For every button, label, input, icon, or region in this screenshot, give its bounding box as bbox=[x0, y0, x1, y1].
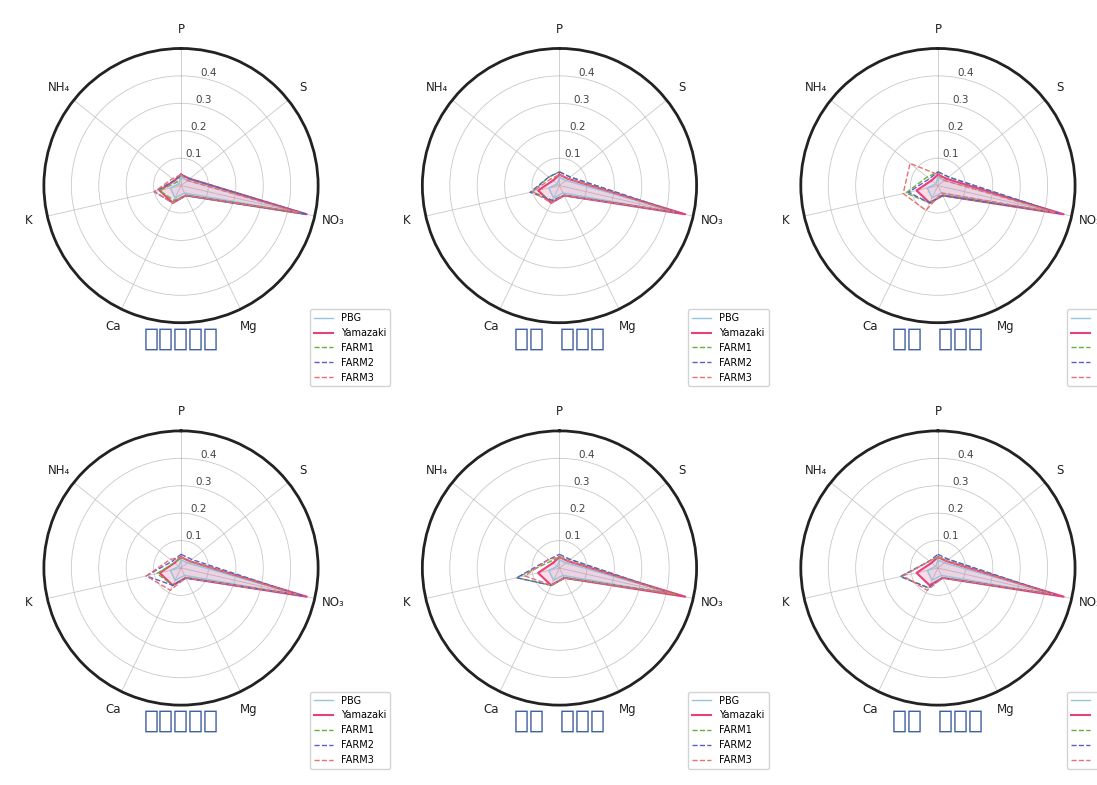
Legend: PBG, Yamazaki, FARM1, FARM2, FARM3: PBG, Yamazaki, FARM1, FARM2, FARM3 bbox=[1066, 692, 1097, 769]
Polygon shape bbox=[160, 174, 307, 214]
Text: 영양생장기: 영양생장기 bbox=[144, 327, 218, 351]
Polygon shape bbox=[927, 560, 1064, 597]
Text: 과실  비대기: 과실 비대기 bbox=[514, 709, 604, 733]
Text: 영양생장기: 영양생장기 bbox=[144, 709, 218, 733]
Text: 과실  성숙기: 과실 성숙기 bbox=[893, 709, 983, 733]
Legend: PBG, Yamazaki, FARM1, FARM2, FARM3: PBG, Yamazaki, FARM1, FARM2, FARM3 bbox=[309, 692, 391, 769]
Polygon shape bbox=[539, 174, 686, 214]
Text: 과실  성숙기: 과실 성숙기 bbox=[893, 327, 983, 351]
Legend: PBG, Yamazaki, FARM1, FARM2, FARM3: PBG, Yamazaki, FARM1, FARM2, FARM3 bbox=[1066, 309, 1097, 386]
Polygon shape bbox=[160, 557, 307, 597]
Polygon shape bbox=[548, 177, 686, 214]
Legend: PBG, Yamazaki, FARM1, FARM2, FARM3: PBG, Yamazaki, FARM1, FARM2, FARM3 bbox=[688, 692, 769, 769]
Polygon shape bbox=[170, 560, 307, 597]
Polygon shape bbox=[170, 177, 307, 214]
Polygon shape bbox=[917, 174, 1064, 214]
Polygon shape bbox=[539, 557, 686, 597]
Polygon shape bbox=[917, 557, 1064, 597]
Polygon shape bbox=[548, 560, 686, 597]
Polygon shape bbox=[927, 177, 1064, 214]
Legend: PBG, Yamazaki, FARM1, FARM2, FARM3: PBG, Yamazaki, FARM1, FARM2, FARM3 bbox=[309, 309, 391, 386]
Legend: PBG, Yamazaki, FARM1, FARM2, FARM3: PBG, Yamazaki, FARM1, FARM2, FARM3 bbox=[688, 309, 769, 386]
Text: 과실  비대기: 과실 비대기 bbox=[514, 327, 604, 351]
